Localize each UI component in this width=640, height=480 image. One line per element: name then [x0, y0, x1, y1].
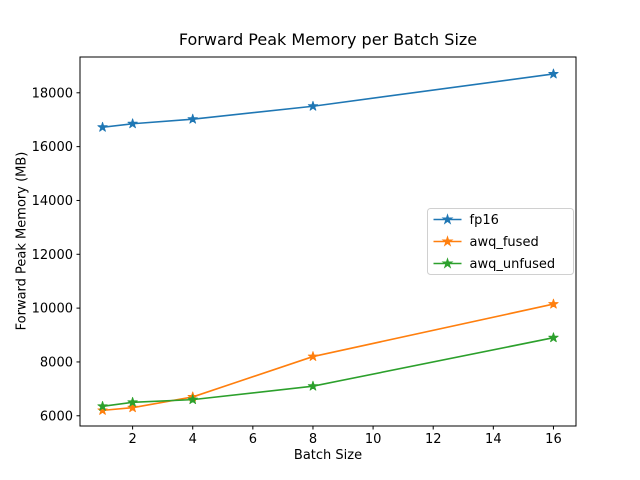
data-point-marker-awq_unfused — [307, 380, 319, 391]
data-point-marker-awq_fused — [307, 351, 319, 362]
data-point-marker-awq_unfused — [548, 332, 559, 343]
data-point-marker-awq_unfused — [187, 394, 198, 405]
data-point-marker-awq_fused — [548, 298, 559, 309]
x-tick-label: 6 — [249, 432, 257, 447]
y-tick-label: 16000 — [32, 140, 73, 155]
legend-label-awq_fused: awq_fused — [470, 235, 539, 250]
legend-marker-awq_unfused — [441, 257, 454, 269]
y-tick-label: 6000 — [40, 409, 73, 424]
x-tick-label: 14 — [485, 432, 502, 447]
legend-marker-awq_fused — [441, 235, 454, 247]
data-point-marker-fp16 — [548, 68, 559, 79]
legend-box — [427, 208, 574, 275]
y-tick-label: 8000 — [40, 355, 73, 370]
data-point-marker-awq_unfused — [97, 400, 108, 411]
series-line-fp16 — [102, 73, 554, 129]
legend-label-awq_unfused: awq_unfused — [470, 257, 556, 272]
x-tick-label: 4 — [189, 432, 197, 447]
y-tick-label: 10000 — [32, 302, 73, 317]
axes-frame — [79, 56, 577, 427]
y-axis-label: Forward Peak Memory (MB) — [14, 151, 30, 331]
chart-title: Forward Peak Memory per Batch Size — [178, 30, 478, 49]
legend-marker-fp16 — [441, 213, 454, 225]
legend-label-fp16: fp16 — [470, 213, 499, 228]
data-point-marker-awq_fused — [127, 402, 138, 413]
x-tick-label: 16 — [545, 432, 562, 447]
data-point-marker-awq_fused — [97, 404, 108, 415]
x-tick-label: 12 — [425, 432, 442, 447]
data-point-marker-awq_unfused — [127, 396, 138, 407]
data-point-marker-fp16 — [97, 121, 108, 132]
data-point-marker-fp16 — [307, 100, 319, 111]
data-point-marker-fp16 — [127, 118, 138, 129]
series-line-awq_fused — [102, 303, 554, 412]
x-axis-label: Batch Size — [293, 448, 363, 463]
y-tick-label: 12000 — [32, 248, 73, 263]
x-tick-label: 8 — [309, 432, 317, 447]
x-tick-label: 10 — [365, 432, 382, 447]
series-line-awq_unfused — [102, 336, 554, 408]
data-point-marker-fp16 — [187, 113, 198, 124]
x-tick-label: 2 — [128, 432, 136, 447]
y-tick-label: 18000 — [32, 86, 73, 101]
y-tick-label: 14000 — [32, 194, 73, 209]
